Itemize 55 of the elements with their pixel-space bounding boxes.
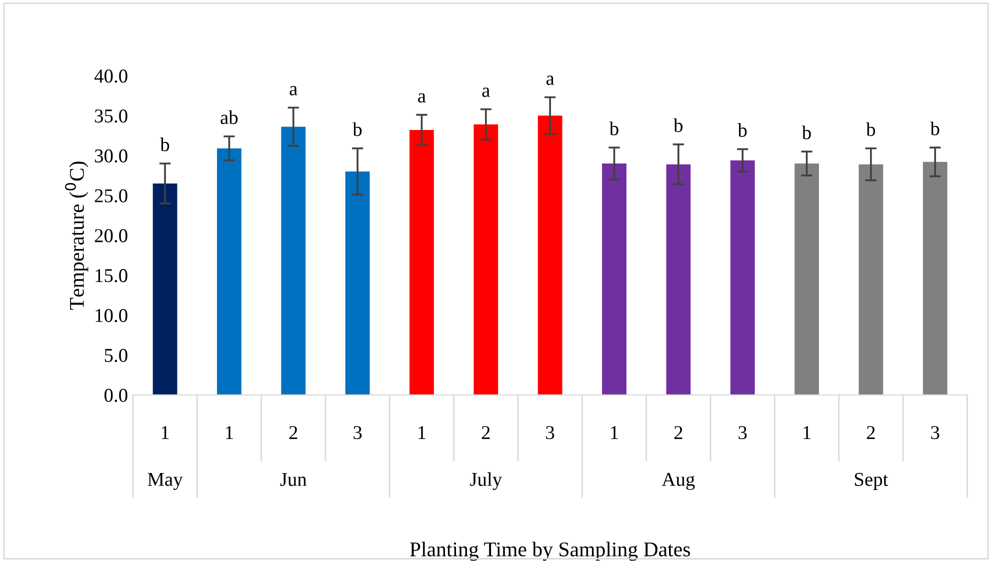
data-label: b — [609, 122, 618, 136]
x-tick-label: 2 — [866, 426, 875, 439]
bar — [410, 130, 434, 395]
data-label: b — [738, 123, 747, 137]
x-tick-label: 3 — [546, 426, 554, 440]
bar — [794, 164, 819, 395]
data-label: b — [930, 122, 940, 136]
y-tick-label: 20.0 — [94, 229, 128, 242]
data-label: b — [674, 118, 683, 132]
y-tick-label: 30.0 — [94, 149, 128, 163]
x-tick-label: 3 — [354, 426, 362, 440]
data-label: a — [418, 93, 426, 103]
bar — [281, 126, 306, 395]
y-tick-label: 25.0 — [94, 189, 128, 202]
bar — [922, 162, 948, 395]
text: Jun — [280, 473, 307, 486]
y-tick-label: 0.0 — [104, 388, 128, 402]
text: May — [148, 473, 183, 490]
data-label: a — [290, 86, 298, 96]
data-label: ab — [220, 110, 238, 124]
bar — [474, 124, 498, 395]
bar — [152, 183, 178, 395]
bar — [216, 148, 242, 395]
data-label: b — [802, 126, 811, 140]
x-tick-label: 1 — [226, 426, 233, 439]
x-tick-label: 2 — [674, 426, 682, 439]
data-label: a — [482, 88, 490, 97]
data-label: a — [546, 76, 554, 85]
data-label: b — [160, 138, 170, 152]
bar — [666, 164, 691, 395]
y-tick-label: 5.0 — [104, 348, 128, 362]
x-tick-label: 2 — [482, 426, 490, 439]
y-tick-label: 40.0 — [94, 70, 128, 83]
data-label: b — [866, 122, 876, 136]
bar — [345, 172, 370, 395]
text: Aug — [662, 472, 695, 490]
x-tick-label: 3 — [931, 426, 940, 440]
y-tick-label: 10.0 — [96, 308, 128, 322]
bar — [538, 116, 562, 395]
data-label: b — [352, 122, 362, 136]
bar — [730, 160, 755, 395]
y-tick-label: 35.0 — [94, 109, 128, 123]
x-tick-label: 1 — [804, 426, 810, 439]
y-tick-label: 15.0 — [96, 269, 128, 282]
x-tick-label: 1 — [418, 426, 426, 439]
bar — [602, 164, 626, 395]
x-tick-label: 1 — [162, 426, 169, 439]
y-axis-title: Temperature ($^{0}$C) — [64, 162, 88, 310]
x-axis-title: Planting Time by Sampling Dates — [410, 542, 690, 561]
text: July — [470, 472, 502, 490]
x-tick-label: 1 — [611, 426, 618, 439]
x-tick-label: 3 — [738, 426, 747, 440]
x-tick-label: 2 — [289, 426, 298, 439]
text: Sept — [854, 472, 888, 490]
bar — [858, 164, 884, 395]
